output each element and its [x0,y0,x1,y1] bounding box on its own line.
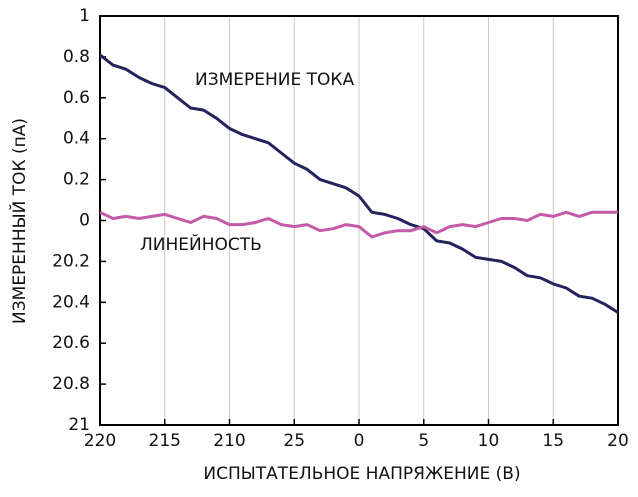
y-tick-label: 0.8 [63,47,90,67]
y-tick-label: 21 [68,415,90,435]
x-tick-label: 0 [354,431,365,451]
y-tick-label: 1 [79,6,90,26]
x-tick-label: 220 [84,431,116,451]
plot-frame [99,15,619,426]
x-tick-label: 210 [213,431,245,451]
y-tick-label: 20.8 [52,374,90,394]
y-axis-label: ИЗМЕРЕННЫЙ ТОК (пА) [8,118,30,324]
line-series [99,210,618,239]
x-tick-label: 215 [149,431,181,451]
x-tick-label: 15 [542,431,564,451]
line-series [99,53,619,314]
y-tick-label: 0.4 [63,129,90,149]
x-axis-label: ИСПЫТАТЕЛЬНОЕ НАПРЯЖЕНИЕ (В) [203,464,520,484]
y-tick-label: 20.6 [52,333,90,353]
series-label: ЛИНЕЙНОСТЬ [140,233,262,255]
series-label: ИЗМЕРЕНИЕ ТОКА [195,70,354,90]
y-tick-label: 0 [79,211,90,231]
x-tick-label: 10 [478,431,500,451]
x-tick-label: 25 [283,431,305,451]
x-tick-label: 5 [418,431,429,451]
y-tick-label: 0.6 [63,88,90,108]
y-tick-label: 20.4 [52,292,90,312]
y-tick-label: 20.2 [52,251,90,271]
y-tick-label: 0.2 [63,170,90,190]
x-tick-label: 20 [607,431,629,451]
